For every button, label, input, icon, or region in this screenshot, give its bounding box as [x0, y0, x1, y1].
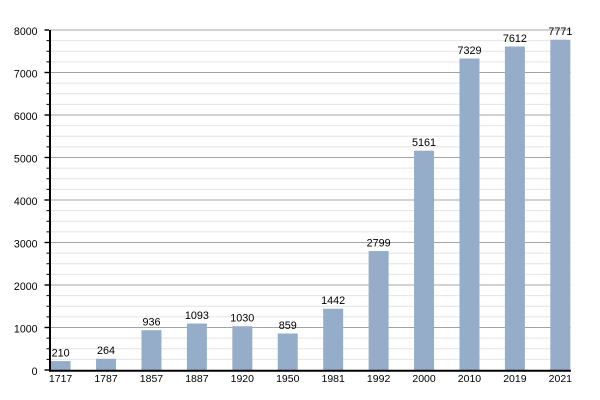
svg-text:936: 936 [142, 317, 160, 329]
svg-text:5161: 5161 [412, 137, 436, 149]
svg-text:1442: 1442 [321, 295, 345, 307]
svg-text:2019: 2019 [503, 373, 527, 385]
svg-text:859: 859 [279, 320, 297, 332]
svg-text:2799: 2799 [367, 237, 391, 249]
svg-text:1000: 1000 [14, 323, 38, 335]
svg-text:5000: 5000 [14, 153, 38, 165]
svg-text:7612: 7612 [503, 33, 527, 45]
svg-text:7771: 7771 [548, 26, 572, 38]
svg-text:4000: 4000 [14, 196, 38, 208]
svg-text:2021: 2021 [549, 373, 573, 385]
svg-text:1887: 1887 [185, 373, 209, 385]
svg-text:1093: 1093 [185, 310, 209, 322]
svg-text:0: 0 [32, 366, 38, 378]
svg-text:1950: 1950 [276, 373, 300, 385]
svg-text:3000: 3000 [14, 238, 38, 250]
svg-text:7000: 7000 [14, 68, 38, 80]
svg-text:7329: 7329 [457, 45, 481, 57]
svg-text:8000: 8000 [14, 26, 38, 38]
svg-text:1030: 1030 [230, 313, 254, 325]
svg-text:264: 264 [97, 345, 115, 357]
svg-text:1920: 1920 [231, 373, 255, 385]
svg-text:1992: 1992 [367, 373, 391, 385]
svg-text:1981: 1981 [322, 373, 346, 385]
svg-text:2000: 2000 [14, 281, 38, 293]
svg-text:1717: 1717 [49, 373, 73, 385]
svg-text:2000: 2000 [412, 373, 436, 385]
svg-text:2010: 2010 [458, 373, 482, 385]
svg-text:1857: 1857 [140, 373, 164, 385]
svg-text:1787: 1787 [94, 373, 118, 385]
svg-text:6000: 6000 [14, 111, 38, 123]
svg-text:210: 210 [52, 347, 70, 359]
